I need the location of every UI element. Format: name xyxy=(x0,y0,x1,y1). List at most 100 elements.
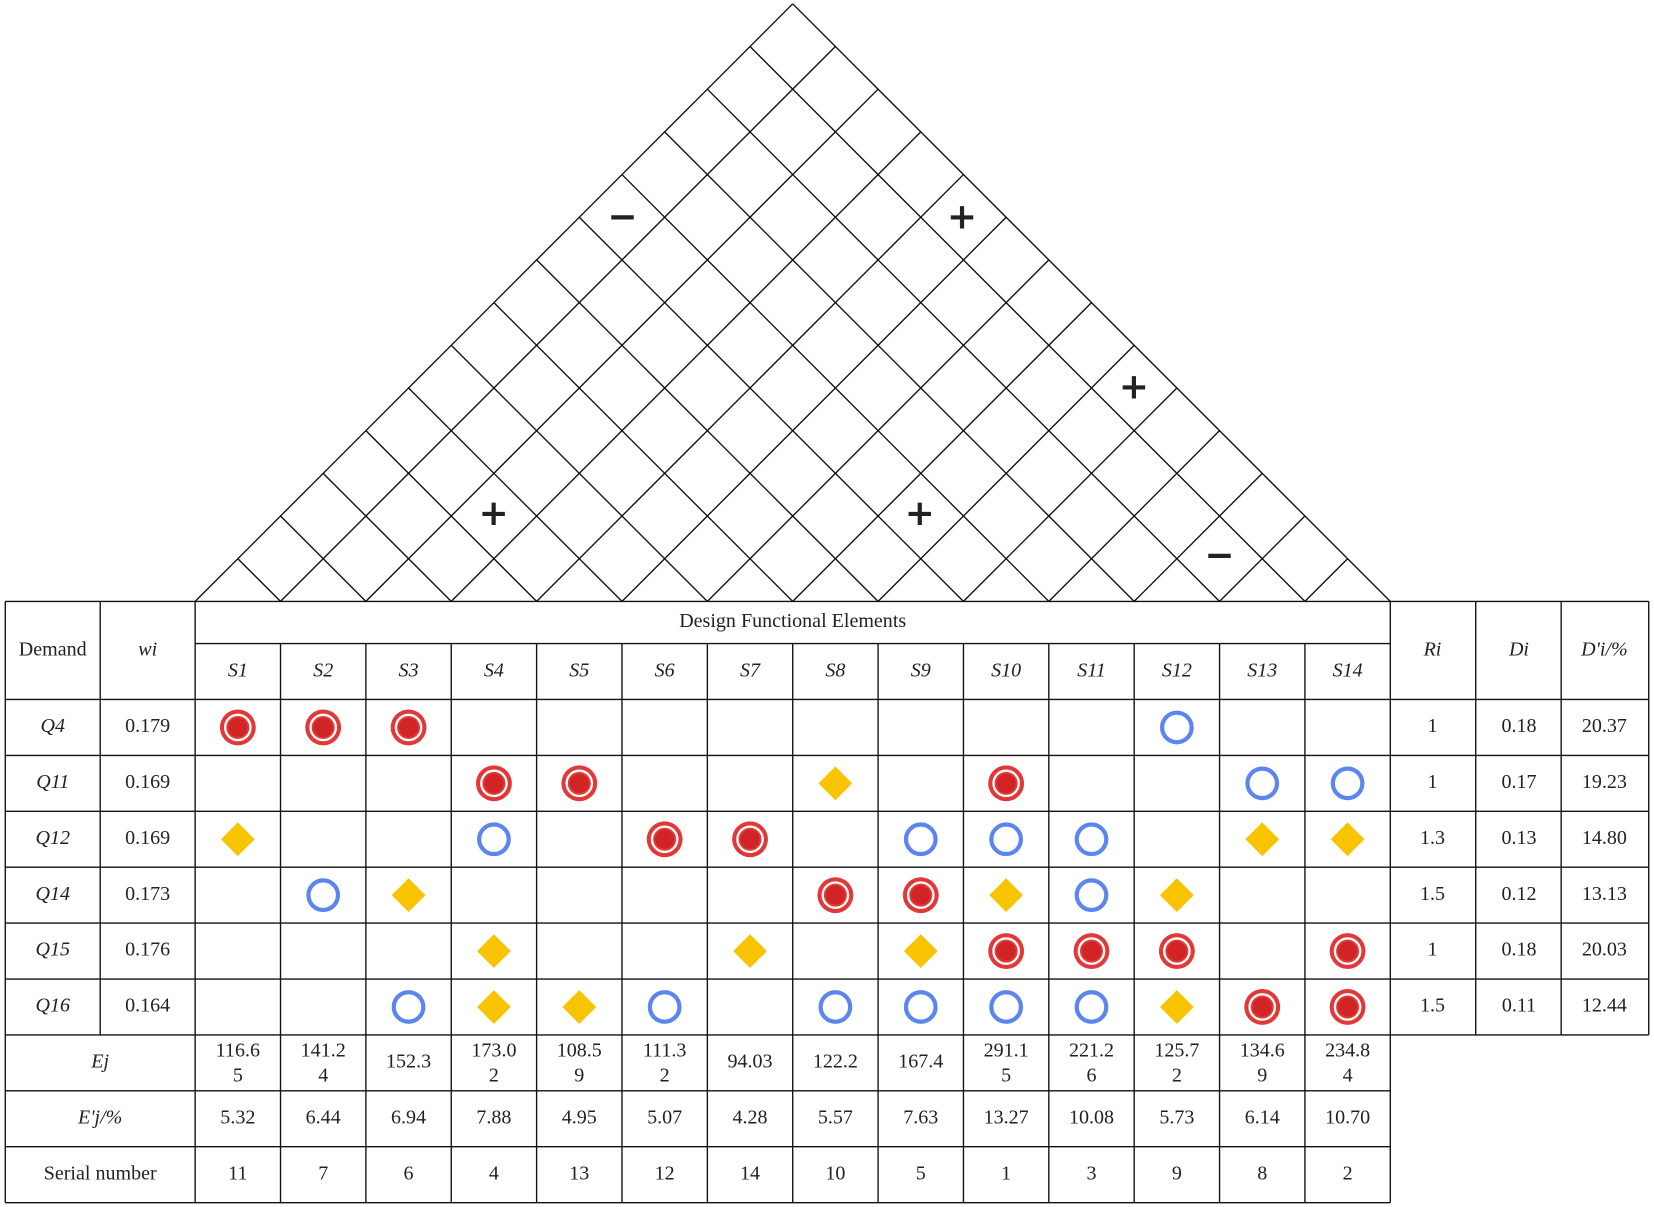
dpi-value: 13.13 xyxy=(1582,883,1627,905)
serial-label: Serial number xyxy=(44,1162,157,1184)
ri-header: Ri xyxy=(1423,639,1442,661)
weak-relation xyxy=(647,990,682,1024)
medium-relation xyxy=(1245,822,1280,857)
weak-relation xyxy=(818,990,853,1024)
element-header: S9 xyxy=(911,660,931,682)
ri-value: 1 xyxy=(1427,715,1437,737)
medium-relation xyxy=(1159,878,1194,913)
line-part: 141.2 xyxy=(301,1039,346,1061)
element-header: S12 xyxy=(1162,660,1192,682)
serial-value: 8 xyxy=(1257,1162,1267,1184)
strong-relation-core xyxy=(996,941,1016,961)
strong-relation-ring xyxy=(1333,993,1362,1021)
demand-label: Q14 xyxy=(35,883,70,905)
strong-relation-ring xyxy=(394,713,423,742)
demand-label: Q11 xyxy=(36,771,69,793)
strong-relation-core xyxy=(484,773,504,793)
roof-correlation: + xyxy=(1119,366,1149,407)
roof-grid-line xyxy=(749,46,1306,602)
ejp-value: 5.07 xyxy=(647,1106,682,1128)
ejp-value: 6.14 xyxy=(1245,1106,1280,1128)
serial-value: 10 xyxy=(825,1162,845,1184)
strong-relation-ring xyxy=(309,713,338,742)
ej-value: 134.6 9 xyxy=(1240,1039,1285,1086)
ejp-value: 6.94 xyxy=(391,1106,426,1128)
weak-relation xyxy=(306,878,341,913)
medium-relation xyxy=(220,822,255,857)
ej-value: 167.4 xyxy=(898,1050,943,1072)
roof-correlation: + xyxy=(947,196,977,237)
ej-label: Ej xyxy=(90,1050,109,1072)
medium-relation xyxy=(733,934,767,968)
line-part: 2 xyxy=(1172,1064,1182,1086)
weight-value: 0.179 xyxy=(125,715,170,737)
roof-correlation: − xyxy=(1204,535,1234,576)
roof-grid-line xyxy=(280,515,367,602)
serial-value: 6 xyxy=(404,1162,414,1184)
ejp-value: 10.70 xyxy=(1325,1106,1370,1128)
ej-value: 94.03 xyxy=(727,1050,772,1072)
roof-grid-line xyxy=(792,302,1092,602)
roof-grid-line xyxy=(536,259,879,602)
di-value: 0.18 xyxy=(1501,939,1536,961)
strong-relation-ring xyxy=(565,769,594,798)
strong-relation-core xyxy=(228,717,248,737)
ejp-value: 6.44 xyxy=(306,1106,341,1128)
line-part: 108.5 xyxy=(557,1039,602,1061)
strong-relation-ring xyxy=(1333,937,1362,965)
di-value: 0.11 xyxy=(1502,995,1536,1017)
line-part: 173.0 xyxy=(471,1039,516,1061)
line-part: 9 xyxy=(574,1064,584,1086)
roof-grid-line xyxy=(237,558,281,602)
di-value: 0.17 xyxy=(1501,771,1536,793)
medium-relation xyxy=(1159,990,1194,1024)
strong-relation-core xyxy=(399,717,419,737)
line-part: 2 xyxy=(660,1064,670,1086)
weak-relation xyxy=(1159,710,1194,745)
element-header: S13 xyxy=(1247,660,1277,682)
line-part: 111.3 xyxy=(643,1039,687,1061)
roof-grid-line xyxy=(962,387,1178,602)
roof-grid-line xyxy=(578,216,964,602)
di-value: 0.18 xyxy=(1501,715,1536,737)
roof-grid-line xyxy=(365,430,538,602)
di-value: 0.13 xyxy=(1501,827,1536,849)
strong-relation-core xyxy=(313,717,333,737)
roof-grid-line xyxy=(280,46,836,602)
serial-value: 4 xyxy=(489,1162,499,1184)
ri-value: 1.5 xyxy=(1420,995,1445,1017)
dpi-value: 19.23 xyxy=(1582,771,1627,793)
group-header: Design Functional Elements xyxy=(679,610,906,632)
strong-relation-ring xyxy=(650,825,679,854)
element-header: S10 xyxy=(991,660,1021,682)
di-header: Di xyxy=(1508,639,1529,661)
weight-value: 0.176 xyxy=(125,939,170,961)
roof-grid-line xyxy=(1304,558,1349,602)
line-part: 116.6 xyxy=(216,1039,260,1061)
strong-relation-ring xyxy=(992,769,1020,798)
weak-relation xyxy=(1330,766,1365,801)
line-part: 9 xyxy=(1257,1064,1267,1086)
dpi-value: 12.44 xyxy=(1582,995,1627,1017)
roof-grid-line xyxy=(450,344,708,602)
strong-relation-ring xyxy=(1077,937,1106,965)
element-header: S3 xyxy=(399,660,419,682)
roof-correlation: + xyxy=(479,493,509,534)
strong-relation-core xyxy=(996,773,1016,793)
element-header: S6 xyxy=(655,660,675,682)
medium-relation xyxy=(562,990,597,1024)
ej-value: 122.2 xyxy=(813,1050,858,1072)
demand-label: Q15 xyxy=(35,939,70,961)
ej-value: 108.5 9 xyxy=(557,1039,602,1086)
ej-value: 221.2 6 xyxy=(1069,1039,1114,1086)
strong-relation-core xyxy=(1338,941,1358,961)
strong-relation-ring xyxy=(736,825,764,854)
roof-grid-line xyxy=(1133,472,1263,602)
ej-value: 141.2 4 xyxy=(301,1039,346,1086)
weight-value: 0.169 xyxy=(125,827,170,849)
strong-relation-core xyxy=(740,829,760,849)
weight-value: 0.169 xyxy=(125,771,170,793)
weak-relation xyxy=(989,990,1024,1024)
